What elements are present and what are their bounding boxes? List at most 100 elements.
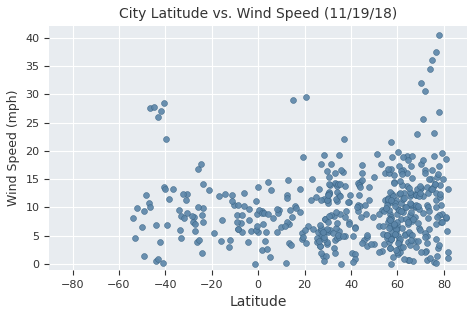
Point [235, 226, 242, 231]
Point [410, 216, 417, 222]
Point [409, 219, 416, 224]
Point [358, 171, 366, 176]
Point [434, 245, 441, 250]
Point [346, 221, 353, 226]
Point [408, 232, 415, 237]
Point [409, 176, 416, 181]
Point [399, 155, 407, 160]
Point [384, 167, 392, 172]
Point [409, 154, 416, 159]
Point [383, 232, 391, 237]
Point [162, 186, 169, 191]
Point [385, 236, 393, 241]
Point [383, 203, 391, 208]
Point [416, 227, 423, 232]
Point [199, 182, 207, 187]
Point [333, 183, 340, 188]
Point [287, 242, 295, 247]
Point [146, 201, 153, 206]
Point [404, 258, 412, 263]
Point [334, 220, 341, 225]
Point [400, 244, 407, 249]
Point [296, 210, 304, 215]
Point [385, 197, 392, 202]
Point [194, 205, 202, 210]
Point [386, 245, 394, 250]
Point [385, 239, 393, 244]
Point [362, 211, 369, 216]
Point [253, 198, 260, 203]
Point [194, 166, 202, 171]
Point [317, 228, 325, 233]
Point [199, 205, 207, 210]
Point [233, 220, 241, 225]
Point [314, 229, 322, 234]
Point [322, 254, 329, 259]
Point [323, 168, 330, 173]
Point [325, 192, 333, 197]
Point [388, 192, 396, 197]
Point [330, 214, 338, 219]
Point [199, 250, 206, 255]
Point [275, 208, 283, 213]
Point [390, 172, 398, 177]
Point [259, 210, 266, 215]
Point [266, 255, 274, 260]
Point [407, 231, 414, 236]
Point [367, 241, 375, 246]
Point [442, 215, 449, 220]
Point [333, 190, 340, 195]
Point [336, 211, 343, 216]
Point [400, 209, 407, 214]
Point [417, 80, 424, 85]
Point [326, 228, 334, 233]
Point [388, 155, 396, 160]
Point [353, 204, 361, 210]
Point [384, 196, 392, 201]
Point [406, 212, 414, 217]
Point [374, 152, 381, 157]
Point [330, 245, 338, 250]
Point [411, 205, 419, 210]
Point [390, 222, 398, 227]
Point [356, 185, 364, 190]
Point [430, 154, 438, 159]
Point [320, 234, 328, 240]
Point [352, 225, 359, 230]
Point [384, 220, 392, 225]
Point [264, 179, 272, 185]
Point [383, 236, 391, 241]
Point [344, 200, 351, 205]
Point [352, 224, 359, 229]
Point [259, 222, 267, 227]
Point [129, 216, 137, 221]
Point [324, 198, 331, 203]
Point [365, 185, 373, 190]
Point [298, 236, 306, 241]
Point [383, 232, 391, 237]
Point [388, 197, 395, 202]
Point [305, 224, 312, 229]
Point [433, 175, 441, 180]
Point [384, 198, 392, 203]
Point [421, 230, 429, 235]
Point [332, 209, 339, 214]
Point [436, 195, 443, 200]
Point [407, 163, 415, 168]
Point [205, 188, 212, 193]
Point [324, 219, 332, 224]
Point [403, 154, 411, 159]
Point [408, 191, 415, 196]
Point [339, 233, 346, 238]
Point [409, 258, 417, 264]
Point [351, 251, 358, 256]
Point [335, 192, 343, 198]
Point [379, 224, 387, 229]
Point [269, 215, 277, 220]
Point [316, 244, 324, 249]
Point [313, 236, 321, 241]
Point [253, 228, 260, 233]
Point [274, 211, 282, 216]
Point [332, 181, 339, 186]
Point [412, 244, 419, 249]
